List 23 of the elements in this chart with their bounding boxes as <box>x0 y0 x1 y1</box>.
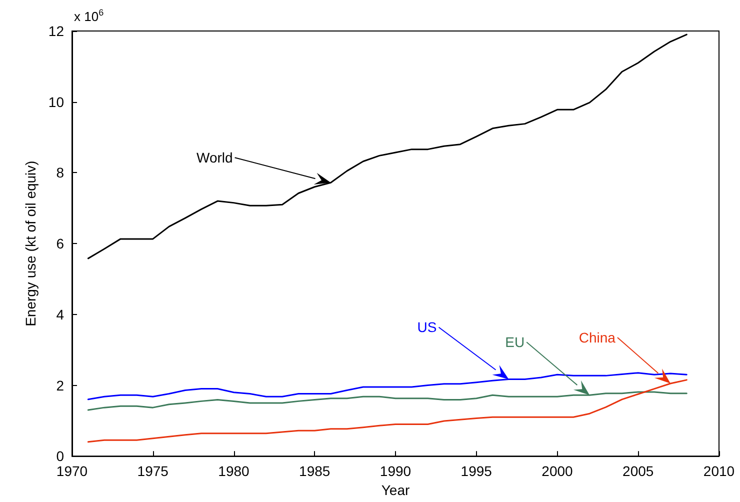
y-axis-title: Energy use (kt of oil equiv) <box>22 160 39 326</box>
text: US <box>417 319 437 336</box>
y-tick-label: 8 <box>56 164 64 181</box>
x-tick-label: 1970 <box>56 463 88 480</box>
x-tick-label: 1975 <box>137 463 169 480</box>
text: EU <box>505 334 525 350</box>
x-tick-label: 2005 <box>622 463 654 480</box>
y-tick-label: 4 <box>56 306 64 322</box>
x-tick-label: 2000 <box>542 463 574 480</box>
x-tick-label: 1980 <box>218 463 250 480</box>
y-tick-label: 2 <box>56 377 64 394</box>
y-tick-label: 0 <box>56 448 64 464</box>
x-tick-label: 2010 <box>703 463 735 480</box>
x-tick-label: 1985 <box>299 463 330 480</box>
text: World <box>196 150 233 166</box>
y-tick-label: 10 <box>48 94 64 110</box>
x-axis-title: Year <box>381 482 410 498</box>
text: China <box>578 329 616 346</box>
y-tick-label: 6 <box>56 236 64 252</box>
y-tick-label: 12 <box>48 23 64 39</box>
line-series <box>87 34 688 260</box>
x-tick-label: 1995 <box>460 463 492 480</box>
x-tick-label: 1990 <box>380 463 412 480</box>
